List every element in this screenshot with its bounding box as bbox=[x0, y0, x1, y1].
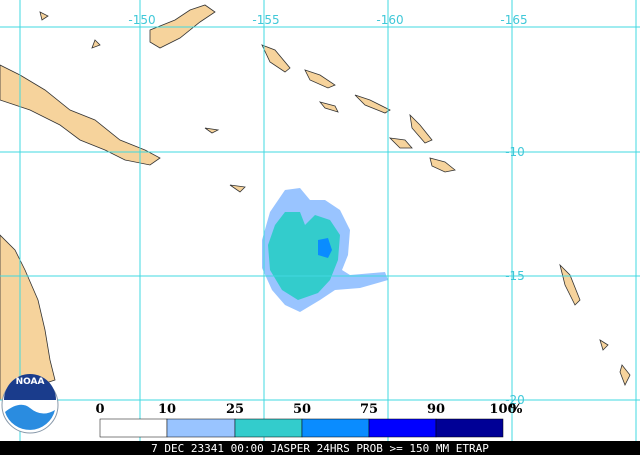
legend-swatch bbox=[368, 418, 437, 438]
noaa-logo: NOAA bbox=[1, 374, 59, 434]
caption-bar bbox=[0, 441, 640, 455]
latitude-label: -20 bbox=[505, 393, 525, 407]
legend-swatch bbox=[99, 418, 168, 438]
legend-tick: 75 bbox=[360, 402, 378, 417]
legend: 0 10 25 50 75 90 100% bbox=[95, 402, 523, 438]
latitude-label: -10 bbox=[505, 145, 525, 159]
legend-tick: 25 bbox=[226, 402, 244, 417]
legend-tick: 10 bbox=[158, 402, 176, 417]
legend-tick: 0 bbox=[95, 402, 104, 417]
legend-tick: 100 bbox=[489, 402, 516, 417]
latitude-label: -15 bbox=[505, 269, 525, 283]
caption: 7 DEC 23341 00:00 JASPER 24HRS PROB >= 1… bbox=[151, 442, 489, 455]
longitude-label: -165 bbox=[500, 13, 527, 27]
legend-tick: 90 bbox=[427, 402, 445, 417]
graticule bbox=[0, 0, 640, 441]
logo-text: NOAA bbox=[16, 377, 45, 387]
legend-tick: 50 bbox=[293, 402, 311, 417]
graticule-labels: -150 -155 -160 -165 -10 -15 -20 bbox=[128, 13, 527, 407]
legend-unit: % bbox=[510, 402, 523, 417]
longitude-label: -150 bbox=[128, 13, 155, 27]
longitude-label: -160 bbox=[376, 13, 403, 27]
legend-swatch bbox=[234, 418, 303, 438]
legend-swatch bbox=[435, 418, 504, 438]
legend-swatch bbox=[166, 418, 236, 438]
longitude-label: -155 bbox=[252, 13, 279, 27]
legend-swatch bbox=[301, 418, 370, 438]
rain-probability-area bbox=[262, 188, 388, 312]
